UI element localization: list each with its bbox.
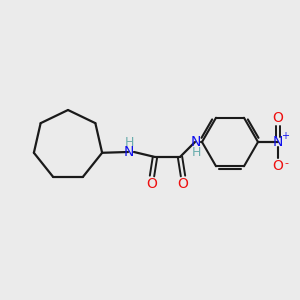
Text: O: O	[273, 111, 283, 125]
Text: H: H	[191, 146, 201, 158]
Text: H: H	[124, 136, 134, 148]
Text: O: O	[273, 159, 283, 173]
Text: -: -	[284, 158, 288, 168]
Text: N: N	[191, 135, 201, 149]
Text: O: O	[147, 177, 158, 191]
Text: N: N	[273, 135, 283, 149]
Text: +: +	[281, 131, 289, 141]
Text: N: N	[124, 145, 134, 159]
Text: O: O	[178, 177, 188, 191]
